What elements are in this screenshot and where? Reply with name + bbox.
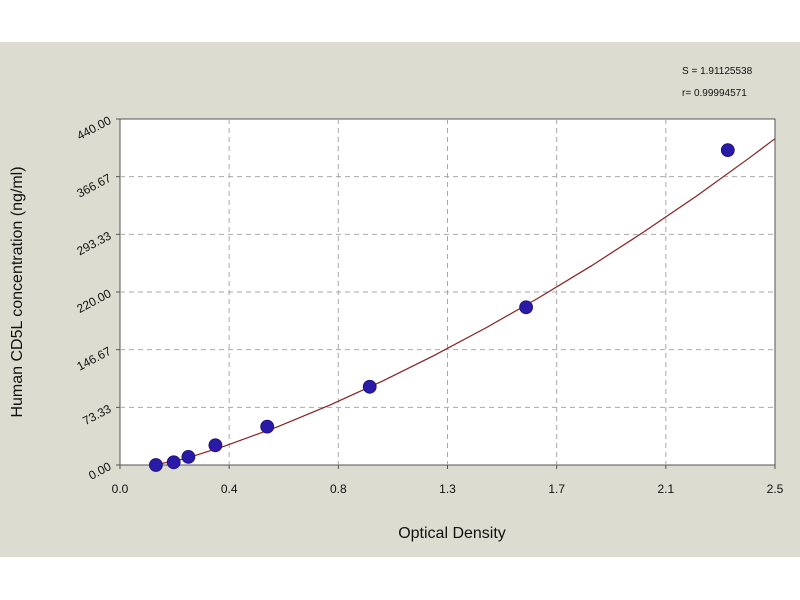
- y-tick-labels: 0.00 73.33 146.67 220.00 293.33 366.67 440.00: [74, 113, 120, 483]
- data-point: [181, 449, 196, 464]
- grid-lines: [120, 119, 775, 465]
- data-points: [148, 143, 735, 472]
- data-point: [208, 438, 223, 453]
- y-tick-label: 146.67: [74, 344, 113, 374]
- x-tick-label: 0.4: [221, 482, 238, 496]
- stat-r: r= 0.99994571: [682, 88, 747, 99]
- x-tick-label: 1.7: [548, 482, 565, 496]
- stat-s: S = 1.91125538: [682, 66, 753, 77]
- y-tick-label: 73.33: [80, 401, 113, 428]
- data-point: [148, 458, 163, 472]
- x-tick-labels: 0.0 0.4 0.8 1.3 1.7 2.1 2.5: [112, 465, 784, 496]
- y-tick-label: 366.67: [74, 171, 113, 201]
- data-point: [720, 143, 735, 158]
- y-tick-label: 440.00: [74, 113, 113, 143]
- data-point: [260, 419, 275, 434]
- y-tick-label: 220.00: [74, 286, 113, 316]
- x-tick-label: 0.0: [112, 482, 129, 496]
- y-tick-label: 293.33: [74, 228, 113, 258]
- y-tick-label: 0.00: [86, 459, 113, 482]
- x-axis-title: Optical Density: [398, 525, 506, 542]
- fit-curve: [153, 138, 776, 466]
- data-point: [166, 455, 181, 470]
- x-tick-label: 2.5: [767, 482, 784, 496]
- x-tick-label: 0.8: [330, 482, 347, 496]
- data-point: [519, 300, 533, 315]
- x-tick-label: 2.1: [657, 482, 674, 496]
- data-point: [362, 379, 377, 394]
- x-tick-label: 1.3: [439, 482, 456, 496]
- y-axis-title: Human CD5L concentration (ng/ml): [9, 166, 26, 417]
